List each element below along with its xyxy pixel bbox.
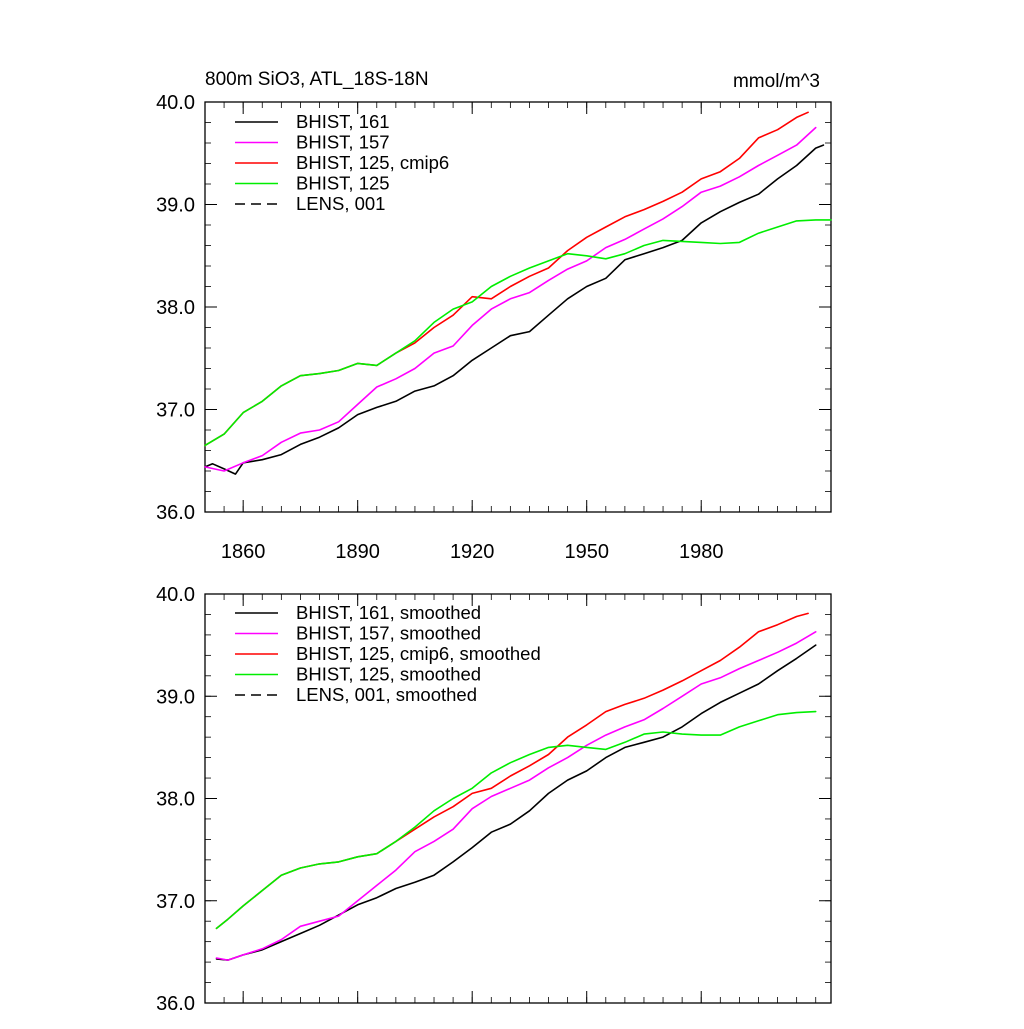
series-line-2 — [204, 126, 817, 472]
legend-label-4: BHIST, 125 — [296, 173, 390, 194]
legend-label-2: BHIST, 157, smoothed — [296, 623, 481, 644]
y-tick-label: 36.0 — [156, 993, 195, 1015]
y-tick-label: 37.0 — [156, 400, 195, 422]
x-tick-label: 1920 — [450, 541, 495, 563]
y-tick-label: 40.0 — [156, 92, 195, 114]
panel-1: 36.0 37.0 38.0 39.0 40.0 1860 1890 1920 1950 1980… — [156, 92, 832, 563]
series-line-4 — [204, 219, 832, 447]
legend-label-5: LENS, 001, smoothed — [296, 684, 477, 705]
series-line-4 — [215, 710, 817, 930]
series-line-1 — [204, 144, 825, 475]
panel-2: 36.0 37.0 38.0 39.0 40.0 BHIST, 161, smoothed… — [156, 584, 832, 1015]
legend-label-3: BHIST, 125, cmip6 — [296, 152, 449, 173]
legend-label-2: BHIST, 157 — [296, 132, 390, 153]
y-tick-label: 38.0 — [156, 789, 195, 811]
y-tick-label: 40.0 — [156, 584, 195, 606]
units-label: mmol/m^3 — [733, 71, 820, 92]
y-tick-label: 36.0 — [156, 502, 195, 524]
legend-label-5: LENS, 001 — [296, 193, 385, 214]
y-tick-label: 37.0 — [156, 891, 195, 913]
series-line-2 — [215, 630, 817, 961]
legend-label-1: BHIST, 161 — [296, 111, 390, 132]
y-tick-label: 39.0 — [156, 195, 195, 217]
y-tick-label: 38.0 — [156, 297, 195, 319]
legend-label-3: BHIST, 125, cmip6, smoothed — [296, 643, 541, 664]
series-line-1 — [215, 644, 817, 961]
x-tick-label: 1980 — [679, 541, 724, 563]
x-tick-label: 1950 — [564, 541, 609, 563]
chart-title: 800m SiO3, ATL_18S-18N — [205, 69, 429, 90]
legend-label-4: BHIST, 125, smoothed — [296, 664, 481, 685]
y-tick-label: 39.0 — [156, 686, 195, 708]
legend-label-1: BHIST, 161, smoothed — [296, 602, 481, 623]
x-tick-label: 1860 — [221, 541, 266, 563]
x-tick-label: 1890 — [335, 541, 380, 563]
